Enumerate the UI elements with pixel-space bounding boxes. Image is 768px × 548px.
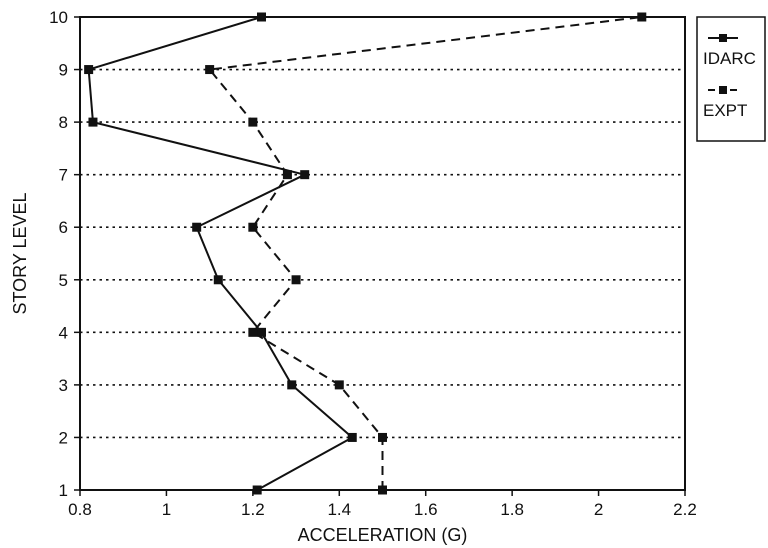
- data-point-expt: [205, 65, 215, 75]
- y-tick-label: 9: [59, 61, 68, 80]
- data-point-expt: [248, 117, 258, 127]
- x-tick-labels: 0.8 1 1.2 1.4 1.6 1.8 2 2.2: [68, 500, 697, 519]
- data-point-expt: [282, 170, 292, 180]
- y-tick-label: 4: [59, 323, 68, 342]
- x-tick-label: 1.6: [414, 500, 438, 519]
- y-tick-label: 10: [49, 8, 68, 27]
- series-line-expt: [208, 16, 642, 490]
- x-tick-label: 2: [594, 500, 603, 519]
- legend-items: IDARC EXPT: [703, 34, 756, 120]
- x-tick-label: 1.8: [500, 500, 524, 519]
- data-point-idarc: [347, 432, 357, 442]
- data-point-idarc: [213, 275, 223, 285]
- y-axis-title: STORY LEVEL: [10, 192, 30, 314]
- data-point-idarc: [287, 380, 297, 390]
- y-tick-label: 2: [59, 428, 68, 447]
- data-point-idarc: [192, 222, 202, 232]
- series-line-idarc: [87, 16, 354, 491]
- data-point-expt: [248, 222, 258, 232]
- x-tick-label: 2.2: [673, 500, 697, 519]
- x-tick-label: 1.2: [241, 500, 265, 519]
- y-tick-label: 5: [59, 271, 68, 290]
- x-tick-label: 1.4: [327, 500, 351, 519]
- data-point-expt: [248, 327, 258, 337]
- y-tick-label: 6: [59, 218, 68, 237]
- data-point-expt: [378, 432, 387, 442]
- y-tick-label: 7: [59, 166, 68, 185]
- x-axis-title: ACCELERATION (G): [298, 525, 468, 545]
- legend-marker-expt: [719, 86, 727, 94]
- y-tick-label: 3: [59, 376, 68, 395]
- data-point-idarc: [84, 65, 94, 75]
- tick-marks: [74, 16, 686, 496]
- data-point-idarc: [257, 327, 266, 337]
- gridlines: [80, 68, 685, 439]
- data-point-idarc: [300, 170, 310, 180]
- legend-label-expt: EXPT: [703, 101, 747, 120]
- x-tick-label: 0.8: [68, 500, 92, 519]
- legend-box: [696, 16, 766, 142]
- legend-label-idarc: IDARC: [703, 49, 756, 68]
- y-tick-label: 8: [59, 113, 68, 132]
- legend: IDARC EXPT: [696, 16, 766, 142]
- legend-marker-idarc: [719, 34, 727, 42]
- y-tick-label: 1: [59, 481, 68, 500]
- data-point-idarc: [88, 117, 98, 127]
- data-point-expt: [291, 275, 301, 285]
- series-layer: [84, 12, 647, 495]
- x-tick-label: 1: [162, 500, 171, 519]
- plot-area-frame: [79, 16, 686, 491]
- y-tick-labels: 1 2 3 4 5 6 7 8 9 10: [49, 8, 68, 500]
- data-point-expt: [334, 380, 344, 390]
